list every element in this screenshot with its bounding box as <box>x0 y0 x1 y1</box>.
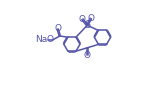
Text: S: S <box>84 20 90 30</box>
Text: O: O <box>79 15 86 24</box>
Text: O: O <box>84 51 91 60</box>
Text: Na: Na <box>35 35 47 44</box>
Text: O: O <box>54 24 61 33</box>
Text: O: O <box>87 14 94 23</box>
Text: O: O <box>46 35 53 44</box>
